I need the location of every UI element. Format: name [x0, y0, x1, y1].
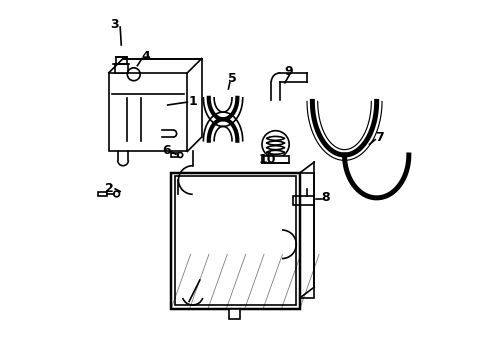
Bar: [115, 64, 127, 73]
Text: 7: 7: [374, 131, 383, 144]
Bar: [171, 173, 299, 309]
Text: 3: 3: [110, 18, 118, 31]
Text: 10: 10: [259, 153, 276, 166]
Bar: [292, 196, 313, 205]
Text: 1: 1: [188, 95, 197, 108]
Text: 8: 8: [321, 192, 329, 204]
Bar: [299, 173, 313, 298]
Bar: [98, 192, 107, 196]
Text: 6: 6: [162, 144, 171, 157]
Text: 5: 5: [227, 72, 236, 85]
Bar: [262, 157, 288, 163]
Bar: [175, 176, 296, 305]
Bar: [171, 153, 177, 157]
Text: 4: 4: [142, 50, 150, 63]
Text: 2: 2: [105, 183, 114, 195]
Bar: [116, 58, 126, 64]
Text: 9: 9: [284, 64, 293, 77]
Bar: [229, 309, 240, 319]
Bar: [108, 73, 187, 152]
